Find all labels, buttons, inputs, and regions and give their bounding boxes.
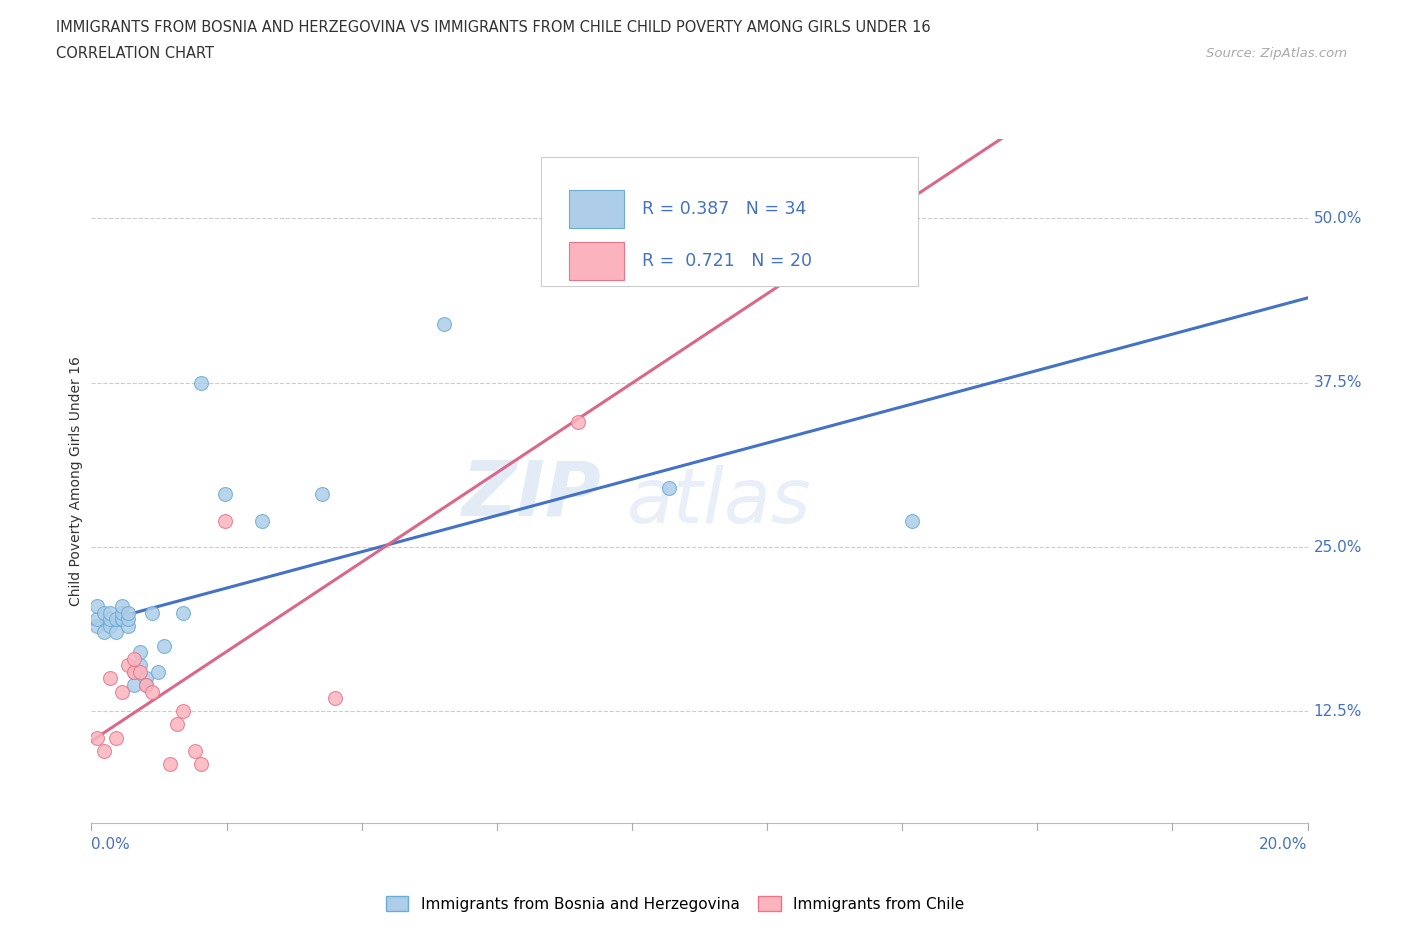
Point — [111, 605, 134, 620]
Point — [117, 612, 139, 627]
Point — [190, 375, 212, 390]
Point — [901, 513, 924, 528]
Legend: Immigrants from Bosnia and Herzegovina, Immigrants from Chile: Immigrants from Bosnia and Herzegovina, … — [380, 889, 970, 918]
Point — [86, 612, 108, 627]
Text: IMMIGRANTS FROM BOSNIA AND HERZEGOVINA VS IMMIGRANTS FROM CHILE CHILD POVERTY AM: IMMIGRANTS FROM BOSNIA AND HERZEGOVINA V… — [56, 20, 931, 35]
Text: R = 0.387   N = 34: R = 0.387 N = 34 — [643, 200, 807, 219]
Point — [190, 756, 212, 771]
Point — [135, 671, 157, 686]
Point — [122, 664, 145, 679]
Point — [153, 638, 176, 653]
Point — [433, 316, 456, 331]
Point — [111, 612, 134, 627]
FancyBboxPatch shape — [541, 156, 918, 286]
Point — [104, 625, 127, 640]
Point — [93, 605, 115, 620]
Point — [98, 605, 121, 620]
FancyBboxPatch shape — [569, 191, 624, 228]
Point — [184, 743, 207, 758]
FancyBboxPatch shape — [569, 242, 624, 280]
Point — [122, 651, 145, 666]
Point — [111, 599, 134, 614]
Point — [93, 625, 115, 640]
Point — [779, 224, 801, 239]
Point — [104, 730, 127, 745]
Text: 12.5%: 12.5% — [1313, 704, 1362, 719]
Point — [122, 664, 145, 679]
Text: ZIP: ZIP — [463, 458, 602, 532]
Point — [111, 684, 134, 699]
Text: R =  0.721   N = 20: R = 0.721 N = 20 — [643, 252, 813, 270]
Point — [86, 618, 108, 633]
Point — [172, 704, 194, 719]
Point — [98, 671, 121, 686]
Point — [250, 513, 273, 528]
Point — [98, 618, 121, 633]
Point — [214, 487, 236, 502]
Text: CORRELATION CHART: CORRELATION CHART — [56, 46, 214, 61]
Point — [98, 612, 121, 627]
Point — [141, 605, 163, 620]
Point — [311, 487, 333, 502]
Point — [104, 612, 127, 627]
Text: Source: ZipAtlas.com: Source: ZipAtlas.com — [1206, 46, 1347, 60]
Text: 37.5%: 37.5% — [1313, 375, 1362, 391]
Point — [117, 618, 139, 633]
Point — [129, 658, 152, 672]
Point — [141, 684, 163, 699]
Point — [214, 513, 236, 528]
Point — [323, 691, 346, 706]
Text: atlas: atlas — [627, 465, 811, 538]
Point — [111, 612, 134, 627]
Point — [166, 717, 188, 732]
Point — [117, 658, 139, 672]
Point — [567, 415, 589, 430]
Point — [86, 730, 108, 745]
Text: 0.0%: 0.0% — [91, 837, 131, 852]
Point — [122, 678, 145, 693]
Point — [129, 644, 152, 659]
Text: 20.0%: 20.0% — [1260, 837, 1308, 852]
Point — [86, 599, 108, 614]
Text: 25.0%: 25.0% — [1313, 539, 1362, 554]
Point — [148, 664, 170, 679]
Point — [159, 756, 181, 771]
Text: 50.0%: 50.0% — [1313, 211, 1362, 226]
Point — [172, 605, 194, 620]
Point — [93, 743, 115, 758]
Point — [658, 481, 681, 496]
Point — [135, 678, 157, 693]
Y-axis label: Child Poverty Among Girls Under 16: Child Poverty Among Girls Under 16 — [69, 356, 83, 606]
Point — [117, 605, 139, 620]
Point — [135, 678, 157, 693]
Point — [129, 664, 152, 679]
